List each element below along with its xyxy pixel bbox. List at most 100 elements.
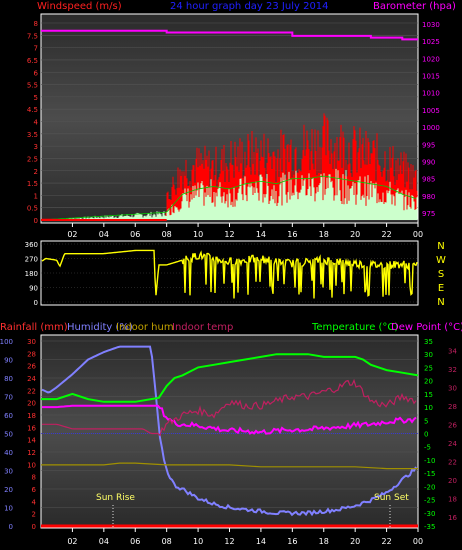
humidity-tick-label: 20 xyxy=(4,486,13,494)
bottom-x-tick-label: 02 xyxy=(67,537,77,546)
temperature-tick-label: 5 xyxy=(424,417,428,425)
chart-title: 24 hour graph day 23 July 2014 xyxy=(170,1,329,12)
barometer-tick-label: 980 xyxy=(422,193,435,201)
rainfall-tick-label: 2 xyxy=(32,511,36,519)
top-x-ticks: 02 04 06 08 10 12 14 16 18 20 22 00 xyxy=(67,223,423,239)
temperature-tick-label: 30 xyxy=(424,351,433,359)
top-grid xyxy=(41,22,418,221)
barometer-ticks: 1030 1025 1020 1015 1010 1005 1000 995 990 985 980… xyxy=(422,21,440,218)
temperature-tick-label: -30 xyxy=(424,510,435,518)
windspeed-tick-label: 3.5 xyxy=(27,131,38,139)
bottom-x-tick-label: 20 xyxy=(350,537,360,546)
bottom-x-tick-label: 08 xyxy=(162,537,172,546)
indoor-temp-tick-label: 28 xyxy=(448,403,457,411)
temperature-tick-label: 10 xyxy=(424,404,433,412)
windspeed-tick-label: 8 xyxy=(34,20,38,28)
temperature-tick-label: 0 xyxy=(424,431,428,439)
humidity-tick-label: 100 xyxy=(0,338,13,346)
rainfall-tick-label: 6 xyxy=(32,486,37,494)
direction-tick-label: 0 xyxy=(34,299,38,307)
wind-average-line xyxy=(41,175,417,221)
indoor-temp-tick-label: 16 xyxy=(448,514,457,522)
windspeed-tick-label: 4.5 xyxy=(27,106,38,114)
windspeed-tick-label: 2 xyxy=(34,168,38,176)
barometer-tick-label: 1000 xyxy=(422,124,440,132)
bottom-ticks: 1009080706050403020100302826242220181614… xyxy=(0,338,457,531)
bottom-x-tick-label: 16 xyxy=(287,537,297,546)
windspeed-tick-label: 1.5 xyxy=(27,180,38,188)
wind-direction-line xyxy=(41,249,418,299)
dewpoint-label: Dew Point (°C) xyxy=(391,322,462,333)
bottom-x-tick-label: 22 xyxy=(381,537,391,546)
temperature-label: Temperature (°C) xyxy=(311,322,398,333)
sun-rise-label: Sun Rise xyxy=(96,493,135,503)
bottom-series xyxy=(41,345,419,528)
temperature-tick-label: -20 xyxy=(424,483,435,491)
direction-series xyxy=(41,249,418,299)
temperature-line xyxy=(41,353,419,403)
top-x-tick-label: 22 xyxy=(381,230,391,239)
humidity-tick-label: 60 xyxy=(4,412,13,420)
humidity-tick-label: 30 xyxy=(4,468,13,476)
humidity-tick-label: 0 xyxy=(9,523,13,531)
windspeed-tick-label: 5 xyxy=(34,94,38,102)
compass-letter: W xyxy=(436,255,446,266)
barometer-axis-label: Barometer (hpa) xyxy=(373,1,456,12)
rainfall-tick-label: 12 xyxy=(27,449,36,457)
barometer-tick-label: 1025 xyxy=(422,38,440,46)
windspeed-tick-label: 7.5 xyxy=(27,32,38,40)
windspeed-ticks: 8 7.5 7 6.5 6 5.5 5 4.5 4 3.5 3 2.5 2 1.5 1 0.5 0 xyxy=(27,20,39,225)
humidity-tick-label: 70 xyxy=(4,394,13,402)
rainfall-tick-label: 24 xyxy=(27,375,36,383)
barometer-tick-label: 1020 xyxy=(422,55,440,63)
barometer-tick-label: 975 xyxy=(422,210,435,218)
top-x-tick-label: 20 xyxy=(350,230,360,239)
windspeed-tick-label: 3 xyxy=(34,143,38,151)
temperature-tick-label: -5 xyxy=(424,444,431,452)
bottom-x-tick-label: 04 xyxy=(99,537,109,546)
bottom-x-tick-label: 06 xyxy=(130,537,140,546)
bottom-grid xyxy=(41,340,418,527)
indoor-temp-tick-label: 32 xyxy=(448,366,457,374)
bottom-x-tick-label: 18 xyxy=(319,537,329,546)
temperature-tick-label: 15 xyxy=(424,391,433,399)
top-x-tick-label: 02 xyxy=(67,230,77,239)
top-x-tick-label: 10 xyxy=(193,230,203,239)
bottom-x-tick-label: 10 xyxy=(193,537,203,546)
rainfall-tick-label: 8 xyxy=(32,474,36,482)
indoor-hum-label: Indoor hum xyxy=(116,322,174,333)
temperature-tick-label: 20 xyxy=(424,378,433,386)
rainfall-tick-label: 26 xyxy=(27,363,36,371)
windspeed-tick-label: 0 xyxy=(34,217,38,225)
bottom-plot-area xyxy=(40,334,419,529)
rainfall-tick-label: 10 xyxy=(27,461,36,469)
rainfall-tick-label: 14 xyxy=(27,437,36,445)
windspeed-axis-label: Windspeed (m/s) xyxy=(37,1,122,12)
bottom-x-ticks: 02 04 06 08 10 12 14 16 18 20 22 00 xyxy=(67,528,423,546)
humidity-tick-label: 40 xyxy=(4,449,13,457)
humidity-label: Humidity (%) xyxy=(67,322,133,333)
temperature-tick-label: 25 xyxy=(424,364,433,372)
temperature-tick-label: -25 xyxy=(424,497,435,505)
direction-tick-label: 90 xyxy=(29,285,38,293)
windspeed-tick-label: 4 xyxy=(34,119,39,127)
barometer-tick-label: 995 xyxy=(422,141,435,149)
rainfall-tick-label: 30 xyxy=(27,338,36,346)
direction-plot-area xyxy=(40,240,419,306)
bottom-labels: Rainfall (mm) Humidity (%) Indoor hum In… xyxy=(0,322,462,333)
indoor-temp-tick-label: 26 xyxy=(448,421,457,429)
windspeed-tick-label: 0.5 xyxy=(27,205,38,213)
direction-tick-label: 360 xyxy=(25,241,38,249)
humidity-line xyxy=(41,345,417,517)
compass-letter: E xyxy=(438,283,444,294)
barometer-tick-label: 1030 xyxy=(422,21,440,29)
top-series xyxy=(41,29,418,221)
barometer-tick-label: 1010 xyxy=(422,90,440,98)
top-x-tick-label: 00 xyxy=(413,230,423,239)
top-x-tick-label: 16 xyxy=(287,230,297,239)
dewpoint-line xyxy=(42,404,417,435)
indoor-temp-tick-label: 22 xyxy=(448,458,457,466)
windspeed-tick-label: 1 xyxy=(34,192,38,200)
rainfall-tick-label: 0 xyxy=(32,523,36,531)
